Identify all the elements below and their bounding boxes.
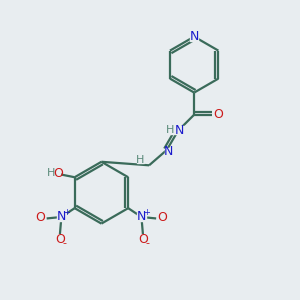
Bar	[170, 126, 185, 134]
Text: H: H	[166, 125, 174, 135]
Bar	[137, 157, 143, 163]
Bar	[36, 214, 44, 222]
Text: N: N	[57, 211, 66, 224]
Text: -: -	[62, 238, 66, 248]
Text: -: -	[145, 238, 149, 248]
Bar	[56, 236, 64, 245]
Text: +: +	[63, 208, 70, 217]
Bar	[137, 213, 146, 221]
Text: +: +	[143, 208, 150, 217]
Text: N: N	[190, 30, 199, 43]
Text: N: N	[137, 211, 146, 224]
Bar	[139, 236, 147, 245]
Bar	[158, 214, 167, 222]
Text: O: O	[53, 167, 63, 180]
Text: O: O	[55, 233, 65, 246]
Text: O: O	[158, 212, 168, 224]
Text: N: N	[164, 145, 173, 158]
Bar	[215, 111, 221, 118]
Text: H: H	[47, 168, 55, 178]
Bar	[190, 32, 198, 41]
Text: O: O	[138, 233, 148, 246]
Bar	[47, 169, 60, 177]
Text: N: N	[175, 124, 184, 137]
Text: O: O	[213, 108, 223, 121]
Bar	[165, 148, 172, 155]
Text: H: H	[136, 155, 145, 165]
Text: O: O	[35, 212, 45, 224]
Bar	[57, 213, 65, 221]
